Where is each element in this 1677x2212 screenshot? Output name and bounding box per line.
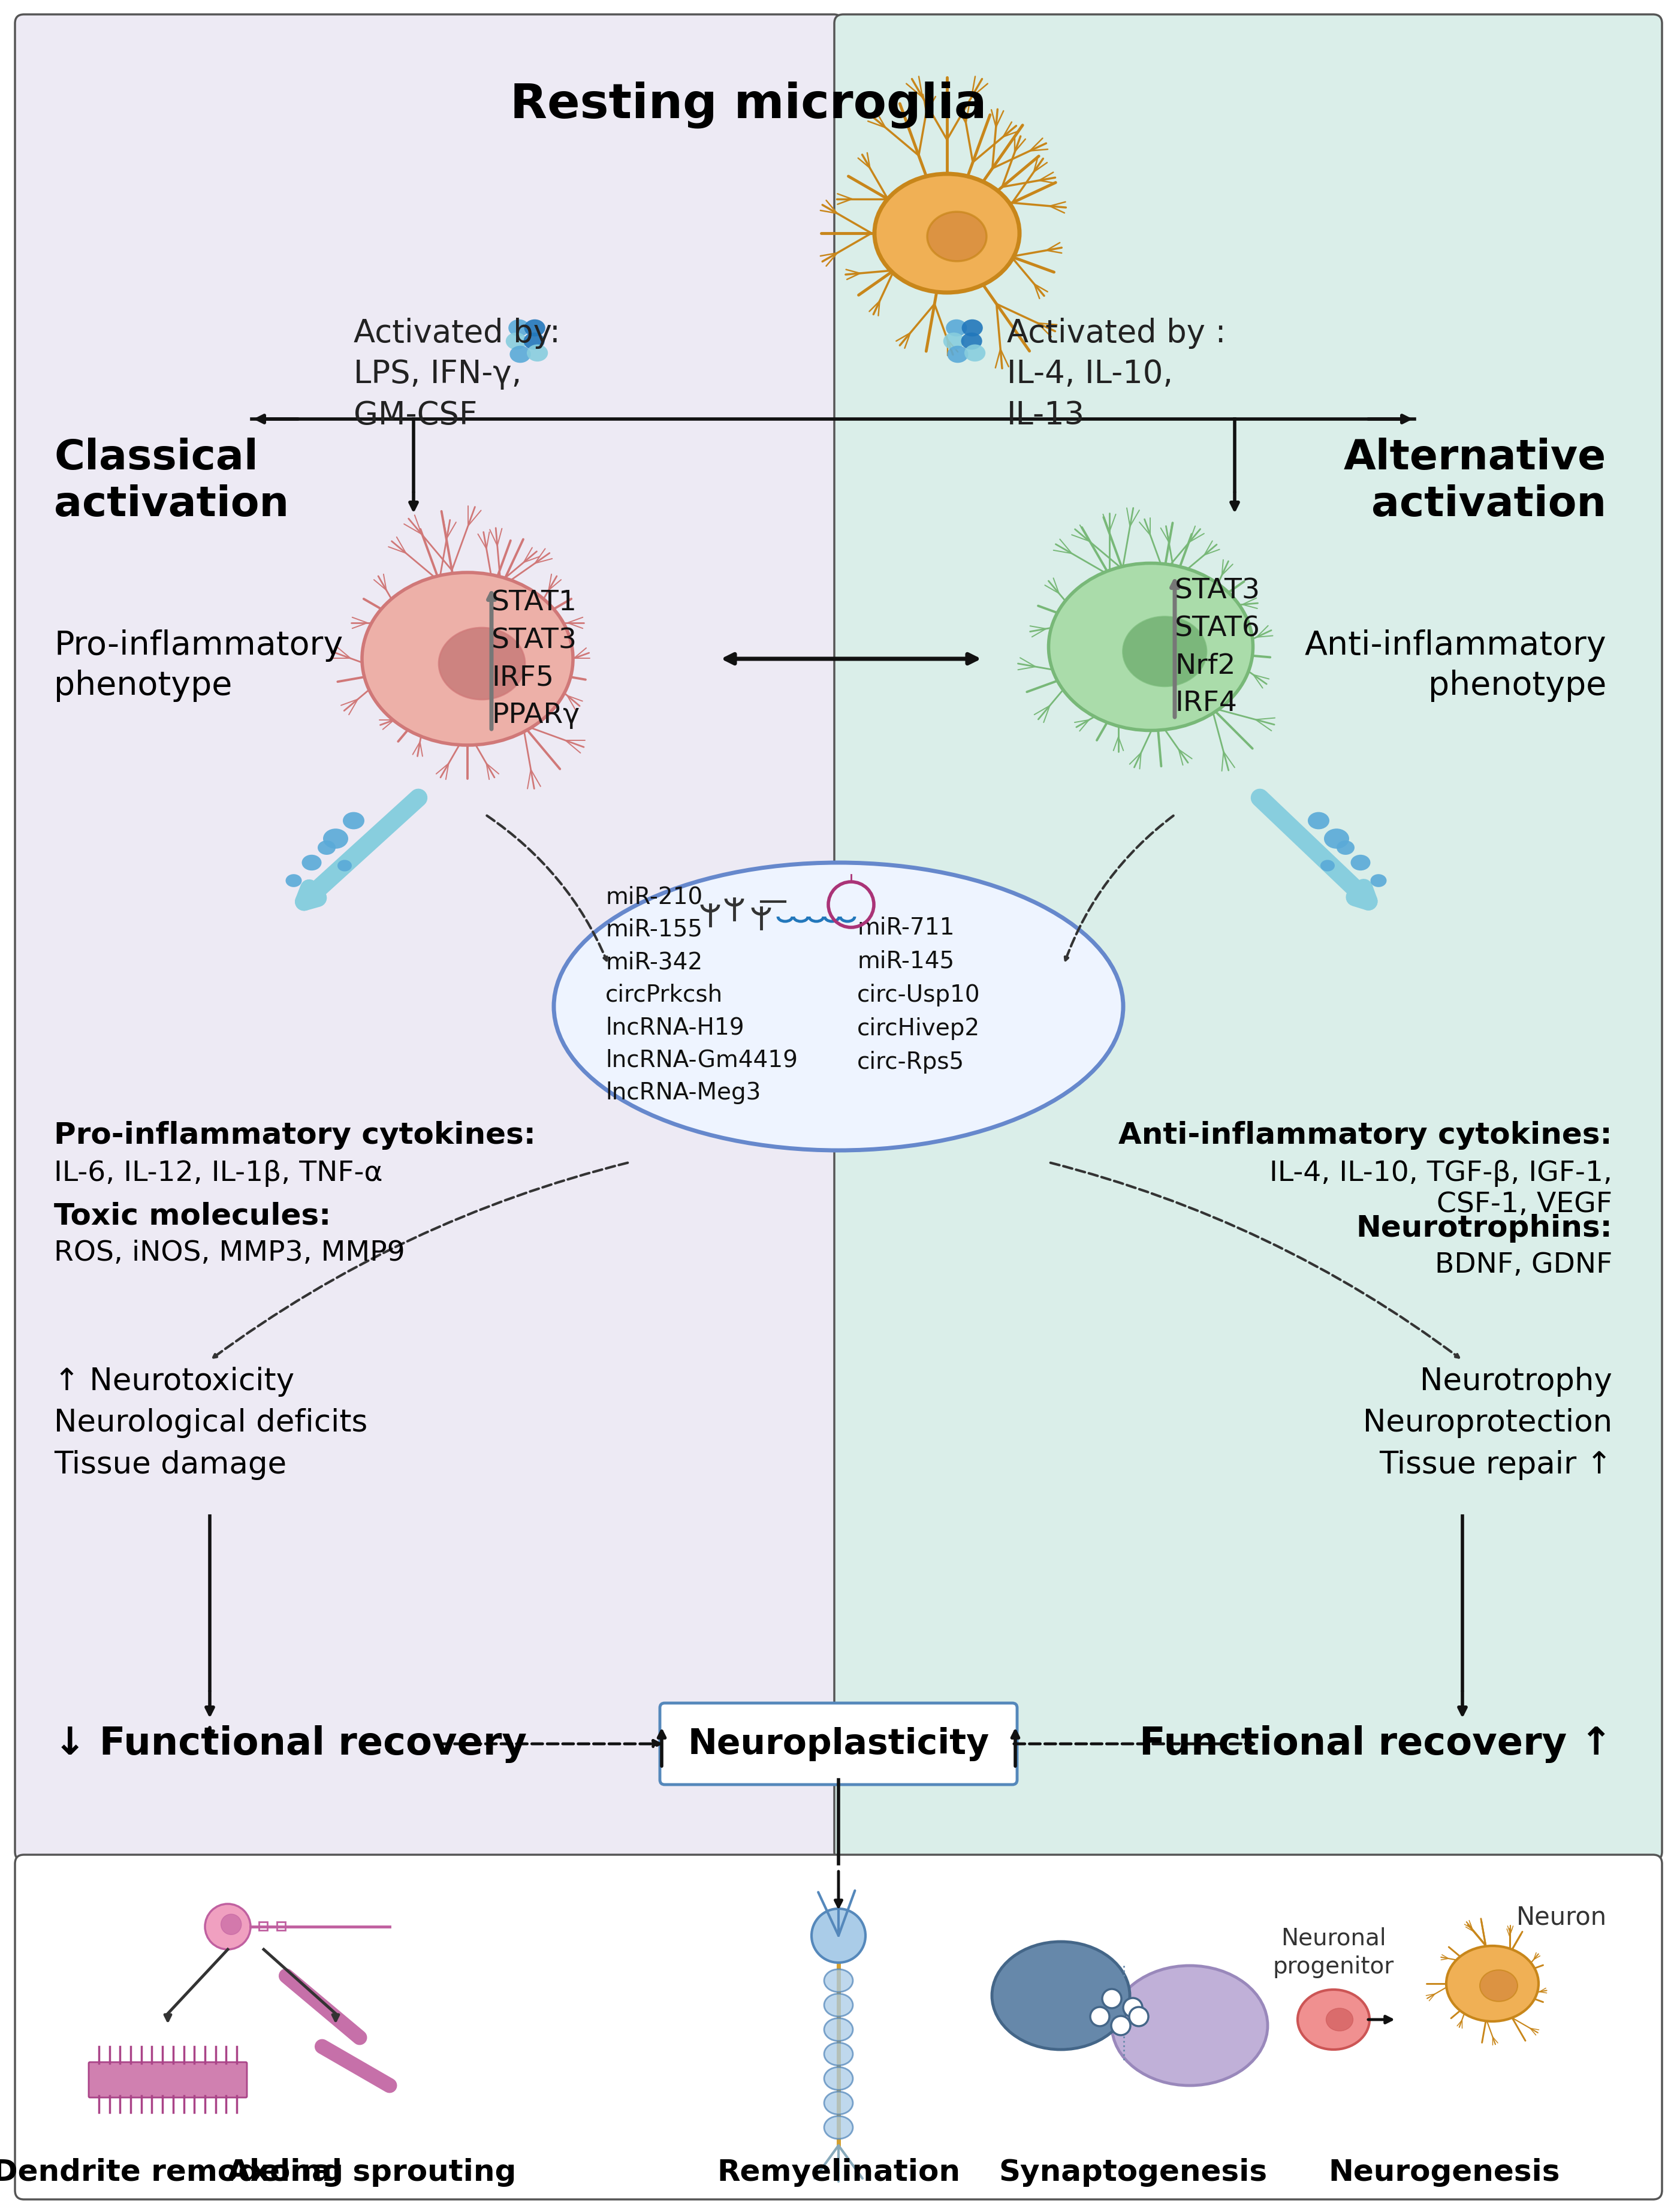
Circle shape bbox=[1124, 1997, 1142, 2017]
Ellipse shape bbox=[324, 829, 349, 849]
Ellipse shape bbox=[823, 2093, 854, 2115]
Text: miR-711
miR-145
circ-Usp10
circHivep2
circ-Rps5: miR-711 miR-145 circ-Usp10 circHivep2 ci… bbox=[857, 916, 981, 1073]
Ellipse shape bbox=[946, 321, 968, 336]
Text: Neuroplasticity: Neuroplasticity bbox=[688, 1728, 989, 1761]
Circle shape bbox=[1090, 2006, 1110, 2026]
Circle shape bbox=[1112, 2015, 1130, 2035]
Ellipse shape bbox=[927, 212, 986, 261]
Ellipse shape bbox=[1327, 2008, 1353, 2031]
Ellipse shape bbox=[961, 321, 983, 336]
Text: Functional recovery ↑: Functional recovery ↑ bbox=[1139, 1725, 1612, 1763]
Ellipse shape bbox=[342, 812, 364, 829]
Text: STAT1
STAT3
IRF5
PPARγ: STAT1 STAT3 IRF5 PPARγ bbox=[491, 591, 580, 730]
Ellipse shape bbox=[506, 334, 527, 349]
Text: STAT3
STAT6
Nrf2
IRF4: STAT3 STAT6 Nrf2 IRF4 bbox=[1176, 577, 1261, 717]
Text: IL-6, IL-12, IL-1β, TNF-α: IL-6, IL-12, IL-1β, TNF-α bbox=[54, 1159, 382, 1186]
Text: Classical
activation: Classical activation bbox=[54, 438, 288, 524]
Ellipse shape bbox=[510, 347, 532, 363]
Ellipse shape bbox=[961, 334, 983, 349]
Text: Alternative
activation: Alternative activation bbox=[1343, 438, 1607, 524]
Ellipse shape bbox=[1320, 860, 1335, 872]
Text: Pro-inflammatory cytokines:: Pro-inflammatory cytokines: bbox=[54, 1121, 535, 1150]
Ellipse shape bbox=[942, 334, 964, 349]
Text: Neurotrophy
Neuroprotection
Tissue repair ↑: Neurotrophy Neuroprotection Tissue repai… bbox=[1363, 1367, 1612, 1480]
Ellipse shape bbox=[362, 573, 574, 745]
Circle shape bbox=[205, 1905, 250, 1949]
Ellipse shape bbox=[823, 2068, 854, 2090]
Ellipse shape bbox=[823, 1969, 854, 1993]
Ellipse shape bbox=[337, 860, 352, 872]
Text: Neurotrophins:: Neurotrophins: bbox=[1357, 1214, 1612, 1243]
Ellipse shape bbox=[823, 2117, 854, 2139]
Ellipse shape bbox=[553, 863, 1124, 1150]
Text: BDNF, GDNF: BDNF, GDNF bbox=[1436, 1252, 1612, 1279]
Ellipse shape bbox=[508, 321, 530, 336]
Text: Remyelination: Remyelination bbox=[716, 2157, 961, 2185]
Text: Activated by:
LPS, IFN-γ,
GM-CSF: Activated by: LPS, IFN-γ, GM-CSF bbox=[354, 319, 560, 431]
Ellipse shape bbox=[1298, 1989, 1370, 2051]
Ellipse shape bbox=[1446, 1947, 1538, 2022]
Text: Neuron: Neuron bbox=[1516, 1905, 1607, 1929]
Ellipse shape bbox=[317, 841, 335, 856]
FancyBboxPatch shape bbox=[15, 1856, 1662, 2199]
Ellipse shape bbox=[823, 2042, 854, 2066]
Ellipse shape bbox=[1112, 1966, 1268, 2086]
Text: Toxic molecules:: Toxic molecules: bbox=[54, 1201, 330, 1230]
Text: Anti-inflammatory cytokines:: Anti-inflammatory cytokines: bbox=[1119, 1121, 1612, 1150]
Ellipse shape bbox=[1350, 856, 1370, 872]
Circle shape bbox=[1129, 2006, 1149, 2026]
Ellipse shape bbox=[964, 345, 986, 363]
Ellipse shape bbox=[823, 1993, 854, 2017]
FancyBboxPatch shape bbox=[659, 1703, 1018, 1785]
Text: Activated by :
IL-4, IL-10,
IL-13: Activated by : IL-4, IL-10, IL-13 bbox=[1006, 319, 1226, 431]
Circle shape bbox=[1102, 1989, 1122, 2008]
Text: miR-210
miR-155
miR-342
circPrkcsh
lncRNA-H19
lncRNA-Gm4419
lncRNA-Meg3: miR-210 miR-155 miR-342 circPrkcsh lncRN… bbox=[605, 885, 798, 1104]
Ellipse shape bbox=[1124, 617, 1206, 686]
Ellipse shape bbox=[823, 2017, 854, 2042]
Ellipse shape bbox=[874, 175, 1020, 292]
Text: ↓ Functional recovery: ↓ Functional recovery bbox=[54, 1725, 527, 1763]
Ellipse shape bbox=[1479, 1971, 1518, 2002]
Ellipse shape bbox=[527, 345, 548, 363]
Ellipse shape bbox=[525, 321, 545, 336]
Ellipse shape bbox=[523, 334, 545, 349]
Text: Synaptogenesis: Synaptogenesis bbox=[998, 2157, 1268, 2185]
FancyBboxPatch shape bbox=[15, 15, 844, 1860]
Ellipse shape bbox=[1337, 841, 1355, 856]
Ellipse shape bbox=[1370, 874, 1387, 887]
Text: IL-4, IL-10, TGF-β, IGF-1,
CSF-1, VEGF: IL-4, IL-10, TGF-β, IGF-1, CSF-1, VEGF bbox=[1269, 1159, 1612, 1219]
Ellipse shape bbox=[285, 874, 302, 887]
Ellipse shape bbox=[302, 856, 322, 872]
Ellipse shape bbox=[991, 1942, 1130, 2051]
Ellipse shape bbox=[1323, 829, 1350, 849]
Ellipse shape bbox=[439, 628, 525, 699]
Text: Pro-inflammatory
phenotype: Pro-inflammatory phenotype bbox=[54, 628, 344, 701]
Text: Dendrite remodeling: Dendrite remodeling bbox=[0, 2157, 344, 2185]
Text: ↑ Neurotoxicity
Neurological deficits
Tissue damage: ↑ Neurotoxicity Neurological deficits Ti… bbox=[54, 1367, 367, 1480]
Ellipse shape bbox=[1308, 812, 1330, 829]
FancyBboxPatch shape bbox=[89, 2062, 247, 2097]
Ellipse shape bbox=[948, 347, 968, 363]
Text: ROS, iNOS, MMP3, MMP9: ROS, iNOS, MMP3, MMP9 bbox=[54, 1239, 406, 1265]
Text: Neuronal
progenitor: Neuronal progenitor bbox=[1273, 1927, 1394, 1978]
Text: Resting microglia: Resting microglia bbox=[510, 82, 988, 128]
Text: Axonal sprouting: Axonal sprouting bbox=[226, 2157, 517, 2185]
Text: Neurogenesis: Neurogenesis bbox=[1328, 2157, 1560, 2185]
Text: Anti-inflammatory
phenotype: Anti-inflammatory phenotype bbox=[1305, 628, 1607, 701]
FancyBboxPatch shape bbox=[833, 15, 1662, 1860]
Circle shape bbox=[812, 1909, 865, 1962]
Circle shape bbox=[221, 1913, 241, 1935]
Ellipse shape bbox=[1048, 564, 1253, 730]
